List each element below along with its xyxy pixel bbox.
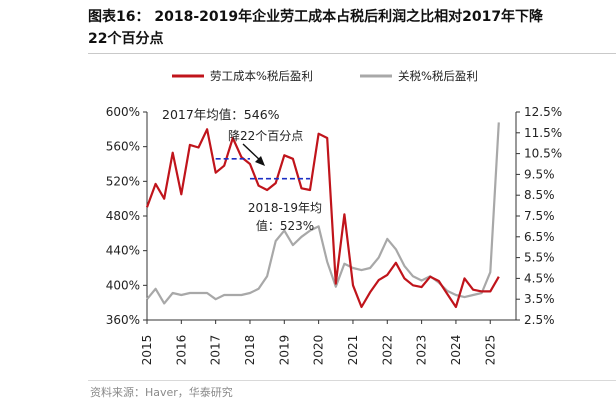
y-right-tick-label: 12.5%: [524, 105, 562, 119]
y-right-tick-label: 9.5%: [524, 167, 555, 181]
legend-label-tax: 关税%税后盈利: [398, 69, 478, 83]
y-left-tick-label: 480%: [106, 209, 140, 223]
annotations: 2017年均值：546% 2018-19年均 值：523% 降22个百分点: [162, 107, 322, 233]
footer-divider: [88, 380, 616, 381]
x-tick-label: 2015: [140, 335, 154, 366]
y-right-tick-label: 7.5%: [524, 209, 555, 223]
x-tick-label: 2020: [312, 335, 326, 366]
y-left-tick-label: 400%: [106, 278, 140, 292]
x-tick-label: 2018: [243, 335, 257, 366]
y-right-tick-label: 5.5%: [524, 251, 555, 265]
chart-title: 图表16： 2018-2019年企业劳工成本占税后利润之比相对2017年下降 2…: [88, 6, 608, 50]
y-left-tick-label: 440%: [106, 244, 140, 258]
source-note: 资料来源：Haver，华泰研究: [90, 386, 233, 399]
y-left-tick-label: 520%: [106, 174, 140, 188]
series-lines: [145, 122, 500, 309]
y-left-tick-label: 560%: [106, 140, 140, 154]
decline-arrow-head: [255, 156, 265, 166]
x-tick-label: 2019: [277, 335, 291, 366]
x-tick-label: 2025: [483, 335, 497, 366]
x-tick-label: 2023: [415, 335, 429, 366]
title-divider: [88, 53, 616, 54]
annotation-avg-2017: 2017年均值：546%: [162, 107, 280, 122]
title-line-1: 图表16： 2018-2019年企业劳工成本占税后利润之比相对2017年下降: [88, 9, 544, 25]
x-tick-label: 2016: [174, 335, 188, 366]
axis-ticks: 600% 560% 520% 480% 440% 400% 360% 12.5% 11.5% 10…: [106, 105, 562, 365]
legend-label-labor: 劳工成本%税后盈利: [210, 69, 313, 83]
y-right-tick-label: 3.5%: [524, 292, 555, 306]
y-left-tick-label: 360%: [106, 313, 140, 327]
x-tick-label: 2017: [209, 335, 223, 366]
series-line-labor: [145, 128, 500, 309]
annotation-avg-2018-19-line2: 值：523%: [256, 218, 314, 233]
x-tick-label: 2024: [449, 335, 463, 366]
series-line-tax: [146, 122, 500, 305]
annotation-avg-2018-19-line1: 2018-19年均: [248, 201, 322, 215]
y-right-tick-label: 6.5%: [524, 230, 555, 244]
x-tick-label: 2021: [346, 335, 360, 366]
y-right-tick-label: 8.5%: [524, 188, 555, 202]
title-line-2: 22个百分点: [88, 31, 164, 47]
annotation-decline: 降22个百分点: [228, 129, 303, 143]
y-left-tick-label: 600%: [106, 105, 140, 119]
y-right-tick-label: 10.5%: [524, 147, 562, 161]
y-right-tick-label: 2.5%: [524, 313, 555, 327]
y-right-tick-label: 11.5%: [524, 126, 562, 140]
x-tick-label: 2022: [380, 335, 394, 366]
y-right-tick-label: 4.5%: [524, 271, 555, 285]
